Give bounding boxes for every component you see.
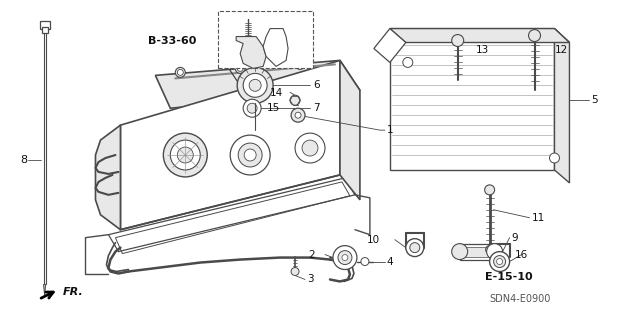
Circle shape bbox=[410, 243, 420, 253]
Text: B-33-60: B-33-60 bbox=[148, 35, 196, 46]
Circle shape bbox=[297, 62, 303, 67]
Text: 16: 16 bbox=[515, 249, 528, 260]
Circle shape bbox=[403, 57, 413, 67]
Text: 15: 15 bbox=[267, 103, 280, 113]
Circle shape bbox=[230, 135, 270, 175]
Text: 3: 3 bbox=[307, 274, 314, 285]
Circle shape bbox=[497, 259, 502, 264]
Circle shape bbox=[452, 34, 464, 47]
Circle shape bbox=[486, 246, 493, 254]
Text: 5: 5 bbox=[591, 95, 598, 105]
Text: 14: 14 bbox=[270, 88, 283, 98]
Text: SDN4-E0900: SDN4-E0900 bbox=[490, 294, 551, 304]
Bar bbox=[460, 247, 495, 256]
Circle shape bbox=[302, 140, 318, 156]
Circle shape bbox=[295, 133, 325, 163]
Text: 7: 7 bbox=[313, 103, 319, 113]
Circle shape bbox=[238, 143, 262, 167]
Circle shape bbox=[237, 65, 243, 71]
Circle shape bbox=[249, 79, 261, 91]
Circle shape bbox=[235, 63, 245, 73]
Text: 11: 11 bbox=[532, 213, 545, 223]
Polygon shape bbox=[390, 29, 554, 170]
Polygon shape bbox=[156, 60, 360, 108]
Text: FR.: FR. bbox=[63, 287, 83, 297]
Circle shape bbox=[177, 147, 193, 163]
Polygon shape bbox=[340, 60, 360, 200]
Circle shape bbox=[361, 257, 369, 265]
Circle shape bbox=[342, 255, 348, 261]
Circle shape bbox=[484, 185, 495, 195]
Text: 2: 2 bbox=[308, 249, 315, 260]
Circle shape bbox=[493, 256, 506, 268]
Circle shape bbox=[237, 67, 273, 103]
Circle shape bbox=[486, 244, 502, 260]
Circle shape bbox=[295, 112, 301, 118]
Bar bbox=[42, 26, 47, 33]
Text: 8: 8 bbox=[20, 155, 28, 165]
Text: E-15-10: E-15-10 bbox=[484, 272, 532, 283]
Circle shape bbox=[338, 251, 352, 264]
Bar bbox=[460, 244, 495, 260]
Circle shape bbox=[529, 30, 541, 41]
Polygon shape bbox=[374, 29, 406, 63]
Circle shape bbox=[243, 73, 267, 97]
Circle shape bbox=[175, 67, 186, 78]
Circle shape bbox=[490, 252, 509, 271]
Circle shape bbox=[333, 246, 357, 270]
Circle shape bbox=[163, 133, 207, 177]
Circle shape bbox=[170, 140, 200, 170]
Circle shape bbox=[291, 108, 305, 122]
Circle shape bbox=[406, 239, 424, 256]
Circle shape bbox=[295, 59, 305, 70]
Polygon shape bbox=[236, 37, 266, 68]
Polygon shape bbox=[390, 29, 570, 42]
Polygon shape bbox=[390, 29, 570, 42]
Text: 9: 9 bbox=[511, 233, 518, 243]
Text: 1: 1 bbox=[387, 125, 394, 135]
Polygon shape bbox=[554, 29, 570, 183]
Circle shape bbox=[290, 95, 300, 105]
Bar bbox=[218, 11, 313, 68]
Circle shape bbox=[177, 70, 183, 75]
Circle shape bbox=[291, 268, 299, 276]
Circle shape bbox=[247, 103, 257, 113]
Text: 4: 4 bbox=[387, 256, 394, 267]
Circle shape bbox=[243, 99, 261, 117]
Text: 12: 12 bbox=[554, 46, 568, 56]
Text: 6: 6 bbox=[313, 80, 319, 90]
Circle shape bbox=[452, 244, 468, 260]
Bar bbox=[40, 21, 49, 29]
Polygon shape bbox=[263, 29, 288, 66]
Text: 10: 10 bbox=[367, 235, 380, 245]
Polygon shape bbox=[95, 125, 120, 230]
Polygon shape bbox=[120, 60, 340, 230]
Text: 13: 13 bbox=[476, 46, 489, 56]
Circle shape bbox=[550, 153, 559, 163]
Circle shape bbox=[244, 149, 256, 161]
